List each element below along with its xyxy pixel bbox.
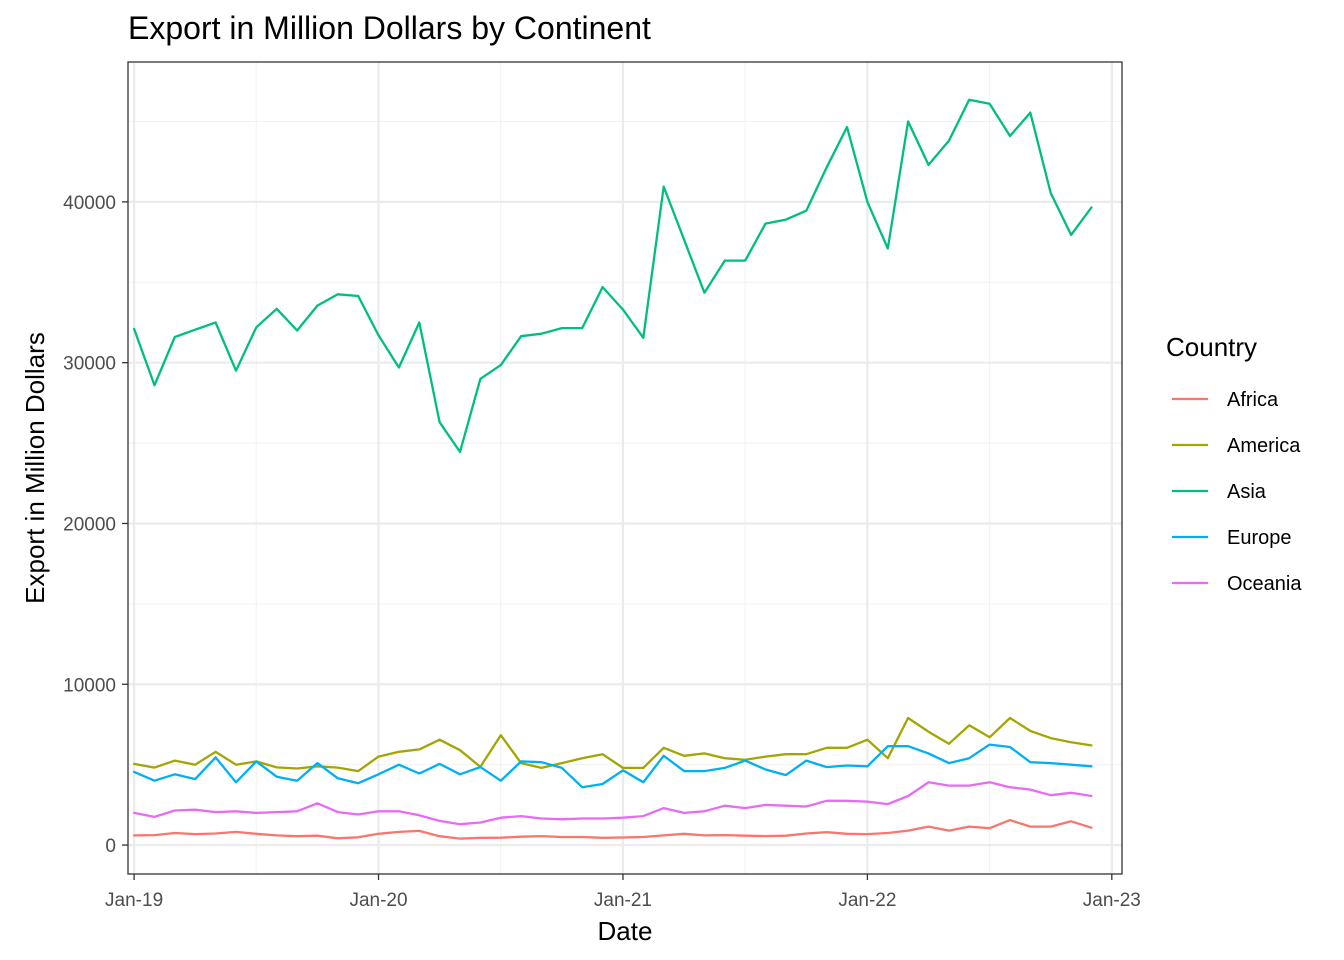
series-line-america bbox=[132, 716, 1093, 773]
x-axis-title: Date bbox=[598, 916, 653, 946]
series-line-africa bbox=[132, 818, 1093, 840]
y-axis-title: Export in Million Dollars bbox=[20, 332, 50, 604]
legend-label-asia: Asia bbox=[1227, 481, 1267, 503]
y-tick-label: 20000 bbox=[63, 514, 116, 535]
minor-gridlines bbox=[128, 62, 1122, 874]
x-tick-label: Jan-22 bbox=[838, 890, 896, 911]
y-tick-label: 10000 bbox=[63, 675, 116, 696]
legend-item-asia: Asia bbox=[1172, 481, 1267, 503]
x-tick-label: Jan-20 bbox=[349, 890, 407, 911]
y-tick-label: 30000 bbox=[63, 354, 116, 375]
series-lines bbox=[132, 98, 1093, 840]
legend-item-africa: Africa bbox=[1172, 389, 1279, 411]
x-tick-label: Jan-23 bbox=[1083, 890, 1141, 911]
x-tick-label: Jan-19 bbox=[105, 890, 163, 911]
series-line-europe bbox=[132, 743, 1093, 789]
x-axis: Jan-19 Jan-20 Jan-21 Jan-22 Jan-23 bbox=[105, 874, 1141, 911]
legend-item-europe: Europe bbox=[1172, 527, 1292, 549]
plot-panel-border bbox=[127, 61, 1123, 875]
legend-item-oceania: Oceania bbox=[1172, 573, 1302, 595]
y-axis: 0 10000 20000 30000 40000 bbox=[63, 193, 128, 857]
legend-item-america: America bbox=[1172, 435, 1301, 457]
legend-title: Country bbox=[1166, 332, 1257, 362]
y-tick-label: 40000 bbox=[63, 193, 116, 214]
chart-title: Export in Million Dollars by Continent bbox=[128, 10, 651, 46]
legend-label-europe: Europe bbox=[1227, 527, 1292, 549]
series-line-oceania bbox=[132, 781, 1093, 826]
legend: Country Africa America Asia Europe Oceania bbox=[1166, 332, 1302, 595]
x-tick-label: Jan-21 bbox=[594, 890, 652, 911]
legend-label-africa: Africa bbox=[1227, 389, 1279, 411]
series-line-asia bbox=[132, 98, 1093, 454]
major-gridlines bbox=[128, 62, 1122, 874]
y-tick-label: 0 bbox=[105, 836, 116, 857]
legend-label-america: America bbox=[1227, 435, 1301, 457]
legend-label-oceania: Oceania bbox=[1227, 573, 1302, 595]
